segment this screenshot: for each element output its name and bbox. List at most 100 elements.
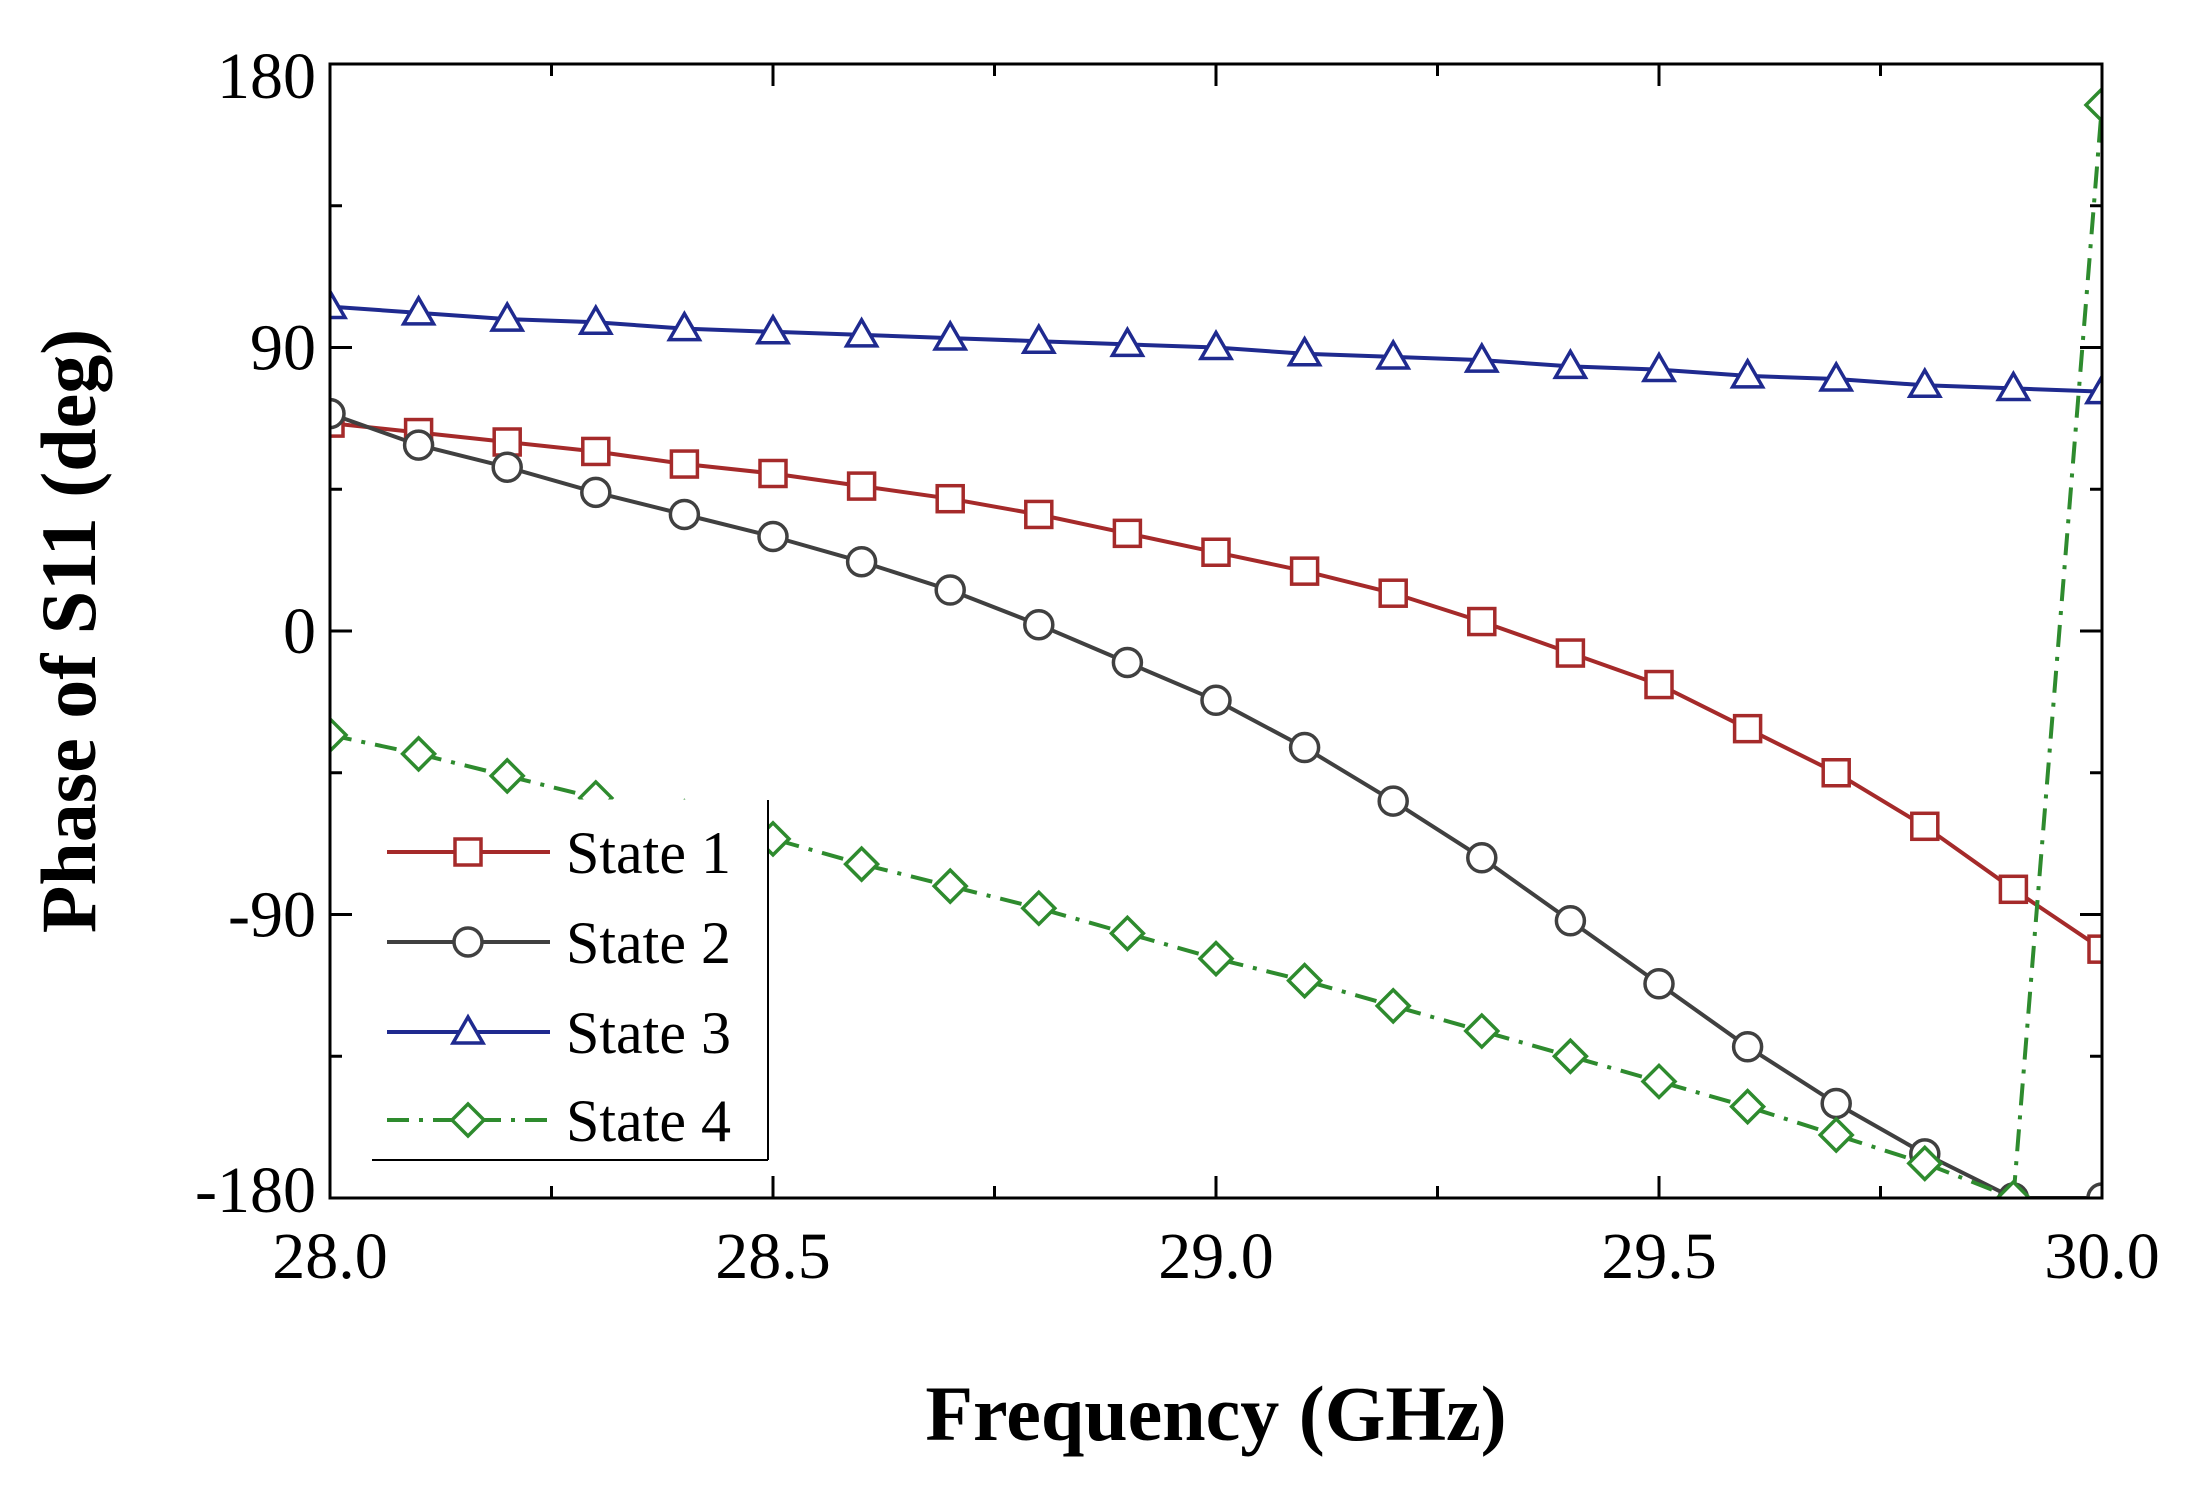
series-3-point <box>666 310 703 342</box>
series-2-point <box>402 429 435 461</box>
legend-label: State 4 <box>566 1088 731 1154</box>
y-tick-label: 90 <box>250 312 316 385</box>
series-1-point <box>1555 638 1586 668</box>
series-4-point <box>1463 1012 1501 1050</box>
series-4-point <box>1374 987 1412 1025</box>
ticks-layer: 28.0 28.5 29.0 29.5 30.0 -180 -90 0 90 180 <box>195 40 2160 1293</box>
legend-label: State 1 <box>566 820 731 886</box>
series-4-point <box>488 757 526 795</box>
series-3-point <box>1463 341 1500 373</box>
x-tick-label: 28.0 <box>272 1220 388 1293</box>
y-axis-title: Phase of S11 (deg) <box>25 329 112 934</box>
series-2-point <box>1200 684 1232 717</box>
series-2-point <box>491 451 523 483</box>
series-2-point <box>1820 1087 1852 1120</box>
series-2-point <box>330 397 346 430</box>
series-1-point <box>1024 499 1054 530</box>
series-4-point <box>1906 1144 1944 1182</box>
x-tick-label: 28.5 <box>715 1220 831 1293</box>
series-3-point <box>2083 373 2102 405</box>
series-4-point <box>843 845 881 883</box>
series-4-point <box>1640 1062 1678 1100</box>
series-4-point <box>1197 940 1235 978</box>
legend-swatch-marker <box>453 837 483 867</box>
legend-item-4: State 4 <box>387 1088 731 1154</box>
series-3-point <box>400 294 437 326</box>
series-4-point <box>1286 962 1324 1000</box>
series-3-point <box>330 288 349 320</box>
legend-label: State 3 <box>566 1000 731 1066</box>
series-3-point <box>1020 322 1057 354</box>
series-2-point <box>934 574 966 606</box>
x-tick-label: 30.0 <box>2044 1220 2160 1293</box>
series-2-point <box>757 520 789 553</box>
y-tick-label: 0 <box>283 595 316 668</box>
legend-item-2: State 2 <box>387 910 731 976</box>
series-4-point <box>1994 1179 2032 1198</box>
series-3-point <box>1818 360 1855 392</box>
series-1-point <box>1467 606 1497 637</box>
series-4-point <box>1551 1037 1589 1075</box>
series-2-point <box>1023 608 1055 641</box>
x-tick-label: 29.0 <box>1158 1220 1274 1293</box>
series-3-point <box>843 316 880 348</box>
series-1-point <box>1112 518 1143 549</box>
y-tick-label: 180 <box>217 40 316 113</box>
series-2-point <box>845 545 878 578</box>
x-axis-title: Frequency (GHz) <box>925 1370 1506 1457</box>
series-1-point <box>2087 934 2102 964</box>
series-2-point <box>668 498 701 531</box>
series-4-point <box>2083 86 2102 124</box>
series-3-point <box>1995 369 2032 402</box>
series-3-point <box>754 313 792 345</box>
series-4-point <box>1108 914 1146 952</box>
series-2-point <box>1643 968 1675 1000</box>
series-2-point <box>2086 1182 2102 1198</box>
series-3-point <box>1197 328 1235 361</box>
series-1-point <box>492 427 522 457</box>
y-tick-label: -180 <box>195 1154 316 1227</box>
legend-item-3: State 3 <box>387 1000 731 1066</box>
series-2-point <box>1466 842 1498 874</box>
legend-label: State 2 <box>566 910 731 976</box>
series-1-point <box>581 436 611 467</box>
legend: State 1 State 2 State 3 State 4 <box>372 799 769 1161</box>
series-4-point <box>1729 1088 1767 1126</box>
legend-swatch-marker <box>449 1101 487 1139</box>
series-1-point <box>846 471 877 501</box>
series-3-point <box>1375 338 1412 370</box>
series-1-point <box>1289 556 1320 586</box>
series-3-point <box>1729 357 1766 389</box>
series-1-point <box>1910 811 1940 842</box>
series-3-point <box>577 303 614 336</box>
y-tick-label: -90 <box>228 879 316 952</box>
series-3-point <box>1286 335 1323 367</box>
series-4-point <box>400 735 438 773</box>
series-4-point <box>931 867 969 905</box>
series-1-point <box>1201 537 1231 567</box>
series-1 <box>330 408 2102 964</box>
series-1-point <box>758 458 788 489</box>
series-2-point <box>1377 785 1409 817</box>
series-4-point <box>1020 889 1058 927</box>
series-3-point <box>489 300 526 332</box>
series-3-point <box>1906 366 1943 399</box>
series-4-point <box>330 716 349 754</box>
series-1-point <box>1821 758 1851 788</box>
legend-swatch-marker <box>449 1013 487 1045</box>
series-2-point <box>1731 1031 1764 1063</box>
series-1-point <box>1732 713 1763 744</box>
series-1-point <box>669 449 700 479</box>
x-tick-label: 29.5 <box>1601 1220 1717 1293</box>
series-1-point <box>1378 578 1408 608</box>
series-1-point <box>1644 669 1674 700</box>
series-2-point <box>1288 731 1321 764</box>
series-2-point <box>1554 905 1587 937</box>
series-4-line <box>330 104 2102 1198</box>
series-4-point <box>1817 1116 1855 1154</box>
legend-item-1: State 1 <box>387 820 731 886</box>
series-2-point <box>1111 646 1144 679</box>
series-2-point <box>580 476 612 509</box>
